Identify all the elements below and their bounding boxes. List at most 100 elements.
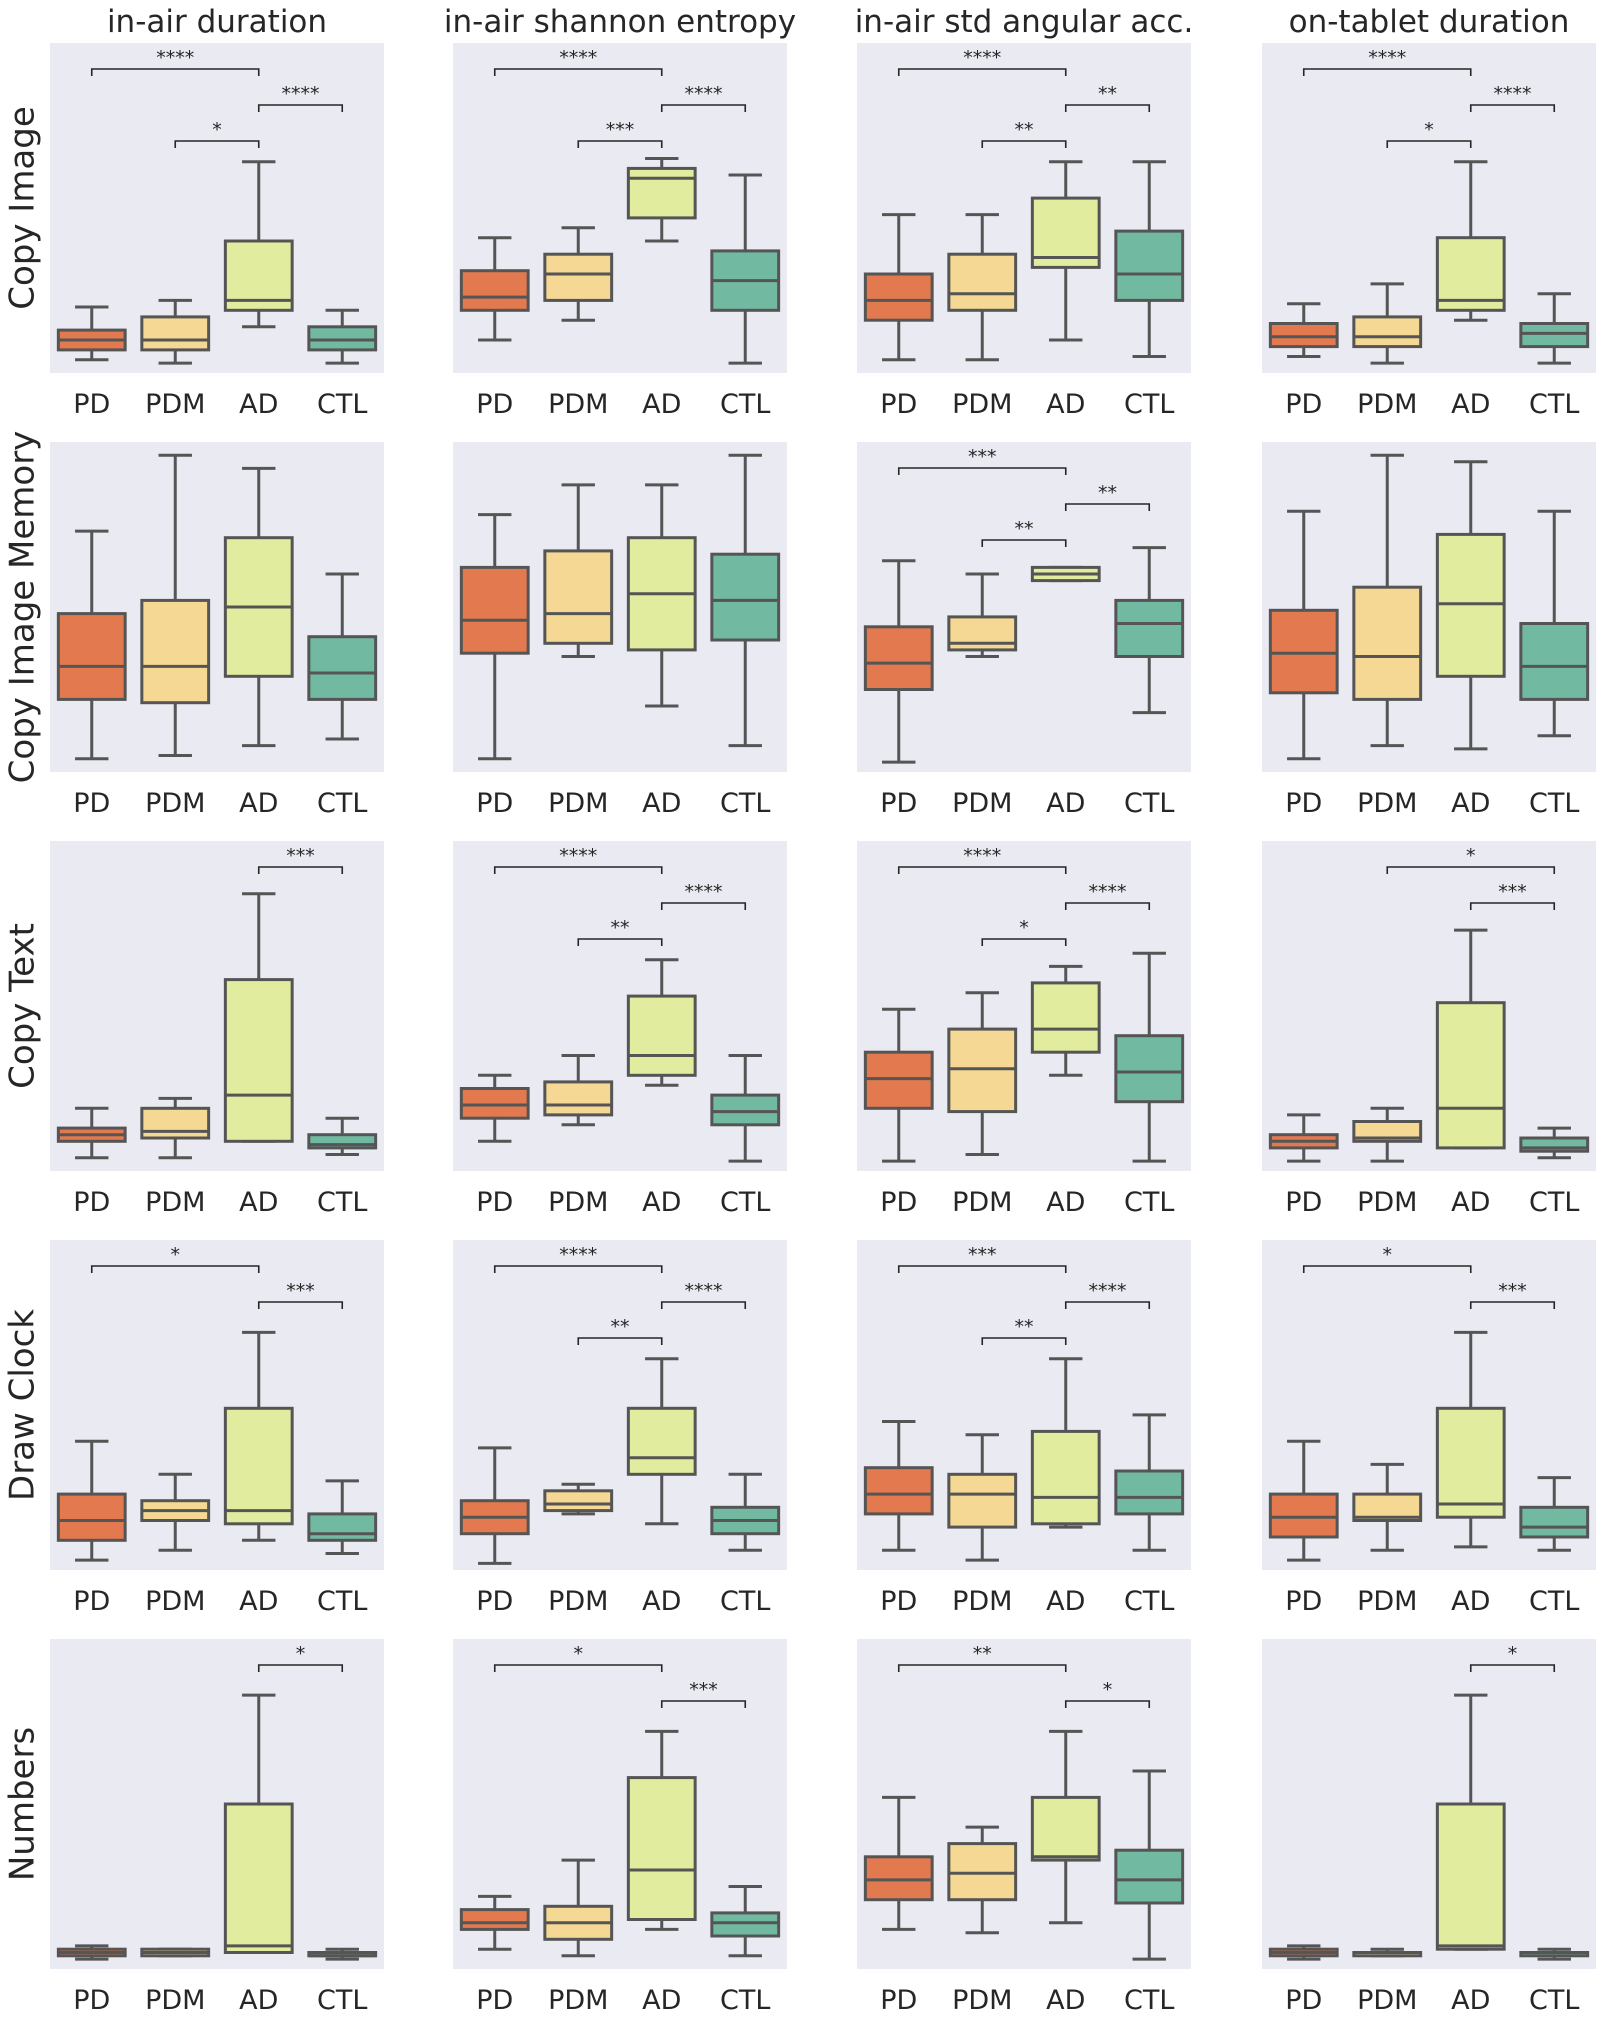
x-tick-label: AD — [642, 389, 681, 420]
x-tick-label: PD — [476, 389, 513, 420]
box-iqr — [140, 315, 211, 352]
significance-label: ** — [611, 1316, 630, 1338]
box-iqr — [1114, 1469, 1185, 1516]
x-tick-label: PD — [880, 788, 917, 819]
significance-label: * — [171, 1244, 181, 1266]
significance-label: * — [212, 119, 222, 141]
x-tick-label: CTL — [720, 1985, 770, 2016]
box-iqr — [863, 1050, 934, 1110]
box-ctl — [710, 1885, 781, 1958]
x-tick-label: CTL — [1529, 788, 1579, 819]
box-ctl — [1519, 509, 1590, 738]
significance-bracket: *** — [577, 119, 663, 148]
x-tick-label: PD — [880, 389, 917, 420]
row-label: Copy Image Memory — [3, 431, 43, 784]
box-pdm — [1352, 282, 1423, 365]
box-ctl — [1519, 292, 1590, 365]
box-ad — [626, 1729, 697, 1931]
significance-bracket: * — [1386, 119, 1472, 148]
significance-bracket: **** — [1469, 83, 1556, 112]
significance-label: *** — [968, 1244, 997, 1266]
box-iqr — [140, 598, 211, 705]
x-tick-label: PDM — [952, 1586, 1012, 1617]
box-ad — [223, 1330, 294, 1542]
significance-label: *** — [286, 845, 315, 867]
x-tick-label: CTL — [1529, 389, 1579, 420]
x-tick-label: PD — [1285, 389, 1322, 420]
row-label: Copy Text — [3, 923, 43, 1089]
box-ad — [223, 892, 294, 1143]
significance-bracket: ** — [981, 1316, 1067, 1345]
box-iqr — [223, 1802, 294, 1954]
box-iqr — [56, 612, 127, 701]
x-tick-label: AD — [1046, 1187, 1085, 1218]
significance-bracket: * — [1302, 1244, 1472, 1273]
x-tick-label: PD — [1285, 1985, 1322, 2016]
box-pd — [1268, 1113, 1339, 1163]
bracket-line — [1064, 902, 1151, 910]
box-ctl — [1519, 1126, 1590, 1160]
significance-bracket: ** — [897, 1643, 1067, 1672]
x-tick-label: CTL — [317, 1187, 367, 1218]
box-ad — [223, 466, 294, 748]
bracket-line — [1302, 1265, 1472, 1273]
box-iqr — [1268, 1492, 1339, 1539]
box-iqr — [459, 1087, 530, 1120]
box-iqr — [1352, 315, 1423, 349]
significance-label: **** — [1368, 47, 1406, 69]
x-tick-label: AD — [1451, 1586, 1490, 1617]
box-pd — [863, 1420, 934, 1552]
significance-label: **** — [1089, 1280, 1127, 1302]
x-tick-label: AD — [642, 1586, 681, 1617]
panel: *********PD PDM AD CTL — [857, 841, 1191, 1218]
bracket-line — [1386, 866, 1556, 874]
x-tick-label: PD — [1285, 1187, 1322, 1218]
x-tick-label: CTL — [317, 1586, 367, 1617]
x-tick-label: AD — [239, 389, 278, 420]
panel: ****PD PDM AD CTL — [453, 1639, 787, 2016]
box-ctl — [1114, 546, 1185, 715]
significance-label: **** — [685, 881, 723, 903]
box-ad — [1435, 928, 1506, 1150]
panel: ****PD PDM AD CTL — [1262, 841, 1596, 1218]
x-tick-label: PDM — [548, 1586, 608, 1617]
box-iqr — [626, 994, 697, 1077]
bracket-line — [1064, 1700, 1151, 1708]
significance-label: ** — [1098, 83, 1117, 105]
box-pd — [1268, 302, 1339, 358]
row-label: Copy Image — [3, 106, 43, 310]
plot-background — [857, 43, 1191, 373]
x-tick-label: PDM — [145, 1586, 205, 1617]
x-tick-label: CTL — [317, 788, 367, 819]
row-label: Draw Clock — [3, 1309, 43, 1501]
significance-label: * — [1019, 917, 1029, 939]
significance-bracket: **** — [493, 1244, 663, 1273]
box-pd — [1268, 1944, 1339, 1961]
x-tick-label: AD — [642, 1985, 681, 2016]
significance-bracket: *** — [660, 1679, 747, 1708]
box-ctl — [1114, 951, 1185, 1163]
bracket-line — [1064, 104, 1151, 112]
significance-bracket: **** — [493, 845, 663, 874]
box-pdm — [947, 1825, 1018, 1935]
box-iqr — [459, 565, 530, 655]
bracket-line — [257, 866, 344, 874]
box-iqr — [1030, 1429, 1101, 1526]
x-tick-label: CTL — [1124, 788, 1174, 819]
box-ad — [626, 483, 697, 708]
x-tick-label: CTL — [1124, 1985, 1174, 2016]
significance-label: *** — [1498, 881, 1527, 903]
significance-bracket: **** — [660, 881, 747, 910]
box-pd — [863, 1007, 934, 1163]
box-iqr — [626, 166, 697, 220]
x-tick-label: AD — [1046, 1985, 1085, 2016]
bracket-line — [577, 140, 663, 148]
significance-bracket: *** — [1469, 881, 1556, 910]
plot-background — [50, 841, 384, 1171]
significance-bracket: **** — [1064, 1280, 1151, 1309]
panel: ***PD PDM AD CTL — [857, 1639, 1191, 2016]
box-pdm — [1352, 453, 1423, 748]
x-tick-label: PDM — [1357, 1985, 1417, 2016]
plot-background — [50, 442, 384, 772]
